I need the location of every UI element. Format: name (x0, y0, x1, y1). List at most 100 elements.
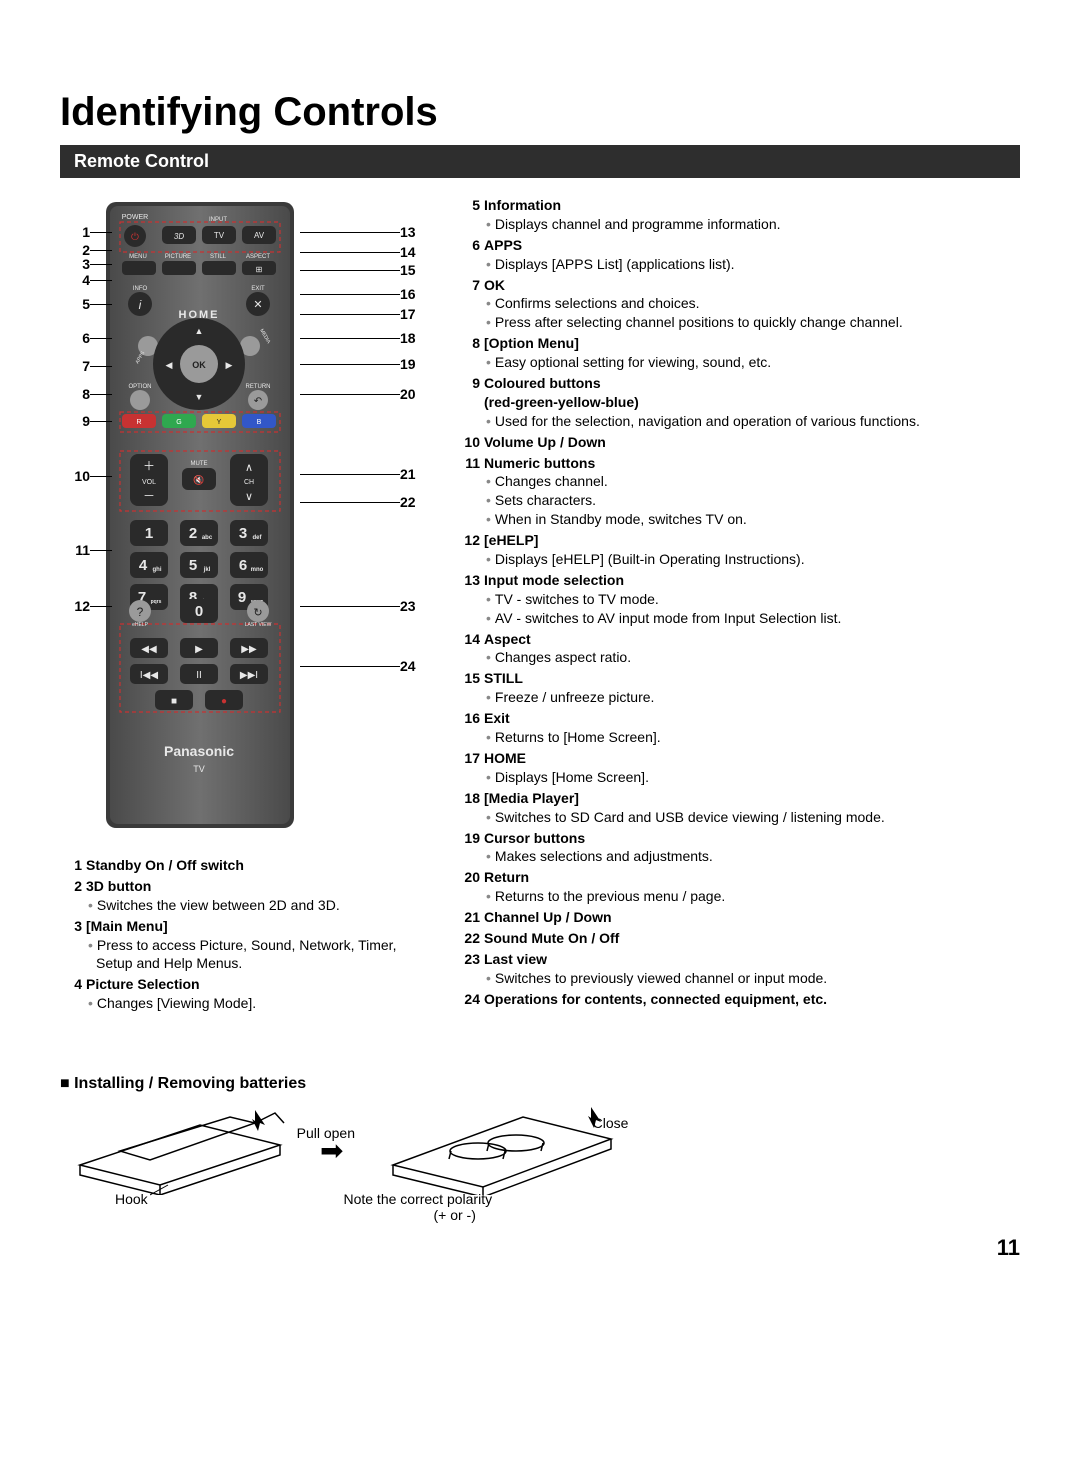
polarity-label: Note the correct polarity (343, 1191, 492, 1207)
svg-text:▶▶: ▶▶ (241, 644, 257, 655)
svg-text:OK: OK (192, 360, 206, 370)
svg-text:▶: ▶ (195, 644, 203, 655)
svg-text:STILL: STILL (210, 254, 227, 260)
callout-24: 24 (400, 658, 430, 674)
svg-text:↶: ↶ (254, 396, 262, 407)
svg-text:3: 3 (239, 525, 247, 542)
svg-text:INFO: INFO (133, 286, 148, 292)
svg-text:4: 4 (139, 557, 148, 574)
control-item-4: 4Picture SelectionChanges [Viewing Mode]… (60, 975, 430, 1013)
callout-8: 8 (60, 386, 90, 402)
battery-close-figure: Close Note the correct polarity (+ or -) (363, 1105, 623, 1195)
hook-label: Hook (115, 1191, 148, 1207)
callout-1: 1 (60, 224, 90, 240)
page-number: 11 (60, 1235, 1020, 1261)
svg-text:TV: TV (193, 764, 205, 774)
callout-12: 12 (60, 598, 90, 614)
callout-17: 17 (400, 306, 430, 322)
callout-22: 22 (400, 494, 430, 510)
control-item-14: 14AspectChanges aspect ratio. (458, 630, 1020, 668)
svg-text:TV: TV (214, 231, 225, 240)
callout-13: 13 (400, 224, 430, 240)
control-item-9: 9Coloured buttons(red-green-yellow-blue)… (458, 374, 1020, 431)
callout-20: 20 (400, 386, 430, 402)
svg-text:PICTURE: PICTURE (165, 254, 191, 260)
svg-text:mno: mno (251, 567, 264, 573)
svg-text:🔇: 🔇 (193, 474, 204, 485)
svg-text:■: ■ (171, 696, 177, 707)
control-item-3: 3[Main Menu]Press to access Picture, Sou… (60, 917, 430, 974)
svg-text:－: － (143, 489, 155, 503)
svg-text:B: B (257, 419, 262, 426)
svg-text:ghi: ghi (153, 567, 162, 573)
svg-text:▶: ▶ (226, 360, 233, 370)
callout-15: 15 (400, 262, 430, 278)
svg-text:abc: abc (202, 535, 213, 541)
svg-text:1: 1 (145, 525, 153, 542)
battery-heading: Installing / Removing batteries (60, 1075, 1020, 1093)
callout-19: 19 (400, 356, 430, 372)
control-item-6: 6APPSDisplays [APPS List] (applications … (458, 236, 1020, 274)
svg-text:3D: 3D (174, 232, 184, 241)
svg-text:INPUT: INPUT (209, 217, 227, 223)
svg-text:G: G (176, 419, 181, 426)
svg-text:Y: Y (217, 419, 222, 426)
svg-text:∨: ∨ (245, 491, 253, 503)
control-item-7: 7OKConfirms selections and choices.Press… (458, 276, 1020, 333)
callout-11: 11 (60, 542, 90, 558)
svg-text:def: def (253, 535, 263, 541)
battery-section: Installing / Removing batteries Pull ope… (60, 1075, 1020, 1195)
callout-14: 14 (400, 244, 430, 260)
svg-text:9: 9 (238, 589, 246, 606)
callout-23: 23 (400, 598, 430, 614)
svg-text:ASPECT: ASPECT (246, 254, 270, 260)
callout-4: 4 (60, 272, 90, 288)
callout-5: 5 (60, 296, 90, 312)
svg-text:POWER: POWER (122, 214, 148, 221)
svg-text:EXIT: EXIT (251, 286, 265, 292)
callout-9: 9 (60, 413, 90, 429)
svg-text:▲: ▲ (195, 326, 204, 336)
control-item-2: 23D buttonSwitches the view between 2D a… (60, 877, 430, 915)
svg-text:◀◀: ◀◀ (141, 644, 157, 655)
svg-text:OPTION: OPTION (128, 384, 151, 390)
control-item-11: 11Numeric buttonsChanges channel.Sets ch… (458, 454, 1020, 530)
svg-text:●: ● (221, 696, 227, 707)
callout-16: 16 (400, 286, 430, 302)
control-item-5: 5InformationDisplays channel and program… (458, 196, 1020, 234)
svg-text:MUTE: MUTE (191, 461, 208, 467)
remote-diagram: POWER ⏻ INPUT 3D TV AV MENU PICTURE STIL… (60, 196, 430, 836)
control-item-17: 17HOMEDisplays [Home Screen]. (458, 749, 1020, 787)
svg-text:?: ? (137, 605, 144, 619)
svg-text:II: II (196, 670, 202, 681)
pull-open-label: Pull open (297, 1125, 355, 1141)
control-item-20: 20ReturnReturns to the previous menu / p… (458, 868, 1020, 906)
control-item-24: 24Operations for contents, connected equ… (458, 990, 1020, 1009)
svg-text:AV: AV (254, 231, 265, 240)
svg-text:i: i (139, 298, 142, 312)
callout-18: 18 (400, 330, 430, 346)
svg-text:↻: ↻ (253, 607, 262, 619)
control-item-13: 13Input mode selectionTV - switches to T… (458, 571, 1020, 628)
svg-text:▶▶I: ▶▶I (240, 670, 258, 681)
control-item-18: 18[Media Player]Switches to SD Card and … (458, 789, 1020, 827)
control-item-22: 22Sound Mute On / Off (458, 929, 1020, 948)
page-title: Identifying Controls (60, 90, 1020, 135)
svg-text:I◀◀: I◀◀ (140, 670, 158, 681)
svg-text:✕: ✕ (253, 299, 262, 311)
polarity2-label: (+ or -) (433, 1207, 475, 1223)
svg-text:◀: ◀ (166, 360, 173, 370)
control-item-21: 21Channel Up / Down (458, 908, 1020, 927)
remote-svg: POWER ⏻ INPUT 3D TV AV MENU PICTURE STIL… (100, 196, 300, 836)
control-item-10: 10Volume Up / Down (458, 433, 1020, 452)
svg-text:▼: ▼ (195, 392, 204, 402)
svg-text:pqrs: pqrs (151, 599, 162, 605)
svg-text:RETURN: RETURN (246, 384, 271, 390)
control-item-8: 8[Option Menu]Easy optional setting for … (458, 334, 1020, 372)
callout-7: 7 (60, 358, 90, 374)
svg-text:CH: CH (244, 479, 254, 486)
svg-text:0: 0 (195, 603, 203, 620)
svg-text:⏻: ⏻ (131, 232, 139, 243)
svg-text:jkl: jkl (203, 567, 211, 573)
svg-text:VOL: VOL (142, 479, 156, 486)
